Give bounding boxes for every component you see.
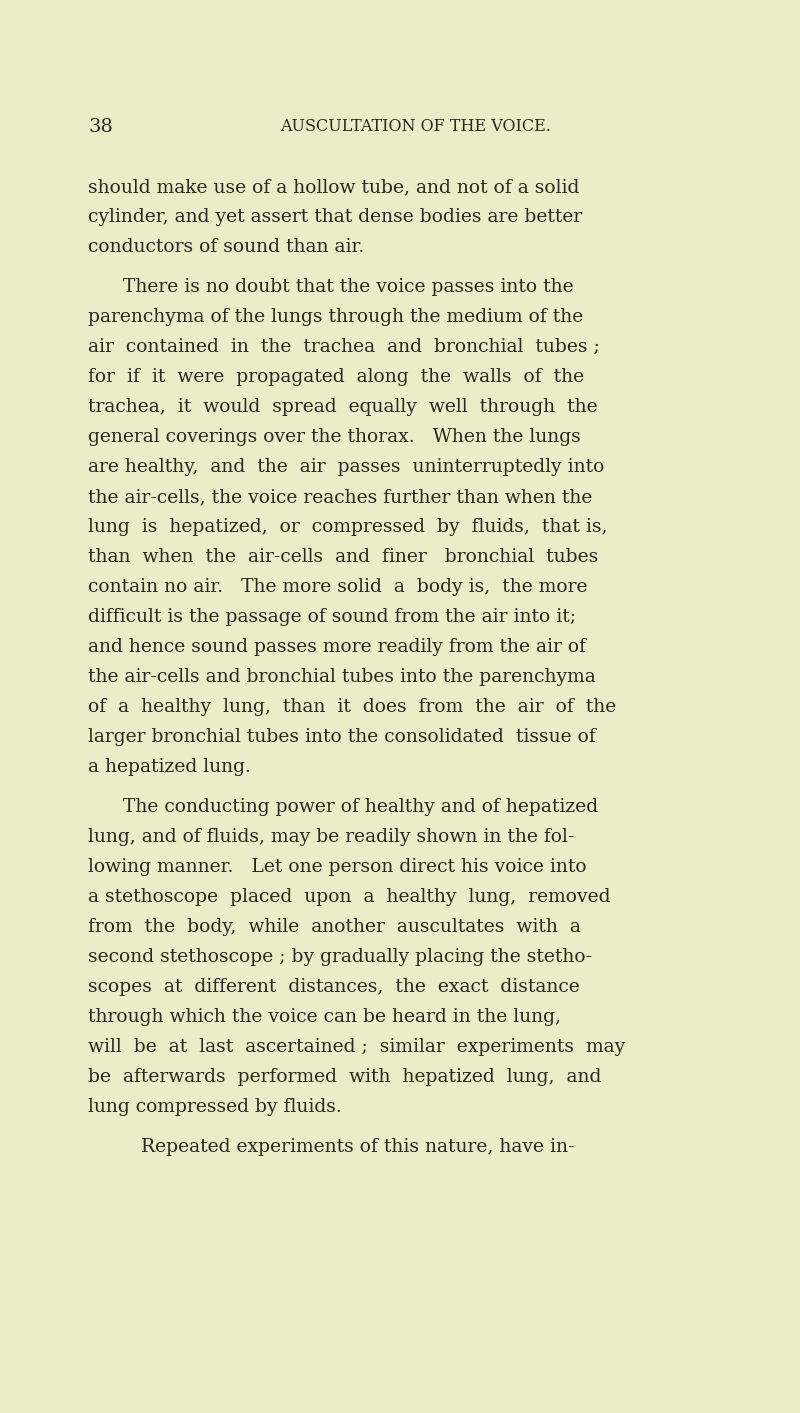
Text: of  a  healthy  lung,  than  it  does  from  the  air  of  the: of a healthy lung, than it does from the… bbox=[88, 698, 616, 716]
Text: second stethoscope ; by gradually placing the stetho-: second stethoscope ; by gradually placin… bbox=[88, 948, 592, 966]
Text: and hence sound passes more readily from the air of: and hence sound passes more readily from… bbox=[88, 639, 586, 656]
Text: lung, and of fluids, may be readily shown in the fol-: lung, and of fluids, may be readily show… bbox=[88, 828, 574, 846]
Text: will  be  at  last  ascertained ;  similar  experiments  may: will be at last ascertained ; similar ex… bbox=[88, 1039, 626, 1056]
Text: difficult is the passage of sound from the air into it;: difficult is the passage of sound from t… bbox=[88, 608, 576, 626]
Text: 38: 38 bbox=[88, 119, 113, 136]
Text: air  contained  in  the  trachea  and  bronchial  tubes ;: air contained in the trachea and bronchi… bbox=[88, 338, 600, 356]
Text: contain no air.   The more solid  a  body is,  the more: contain no air. The more solid a body is… bbox=[88, 578, 587, 596]
Text: AUSCULTATION OF THE VOICE.: AUSCULTATION OF THE VOICE. bbox=[281, 119, 551, 136]
Text: larger bronchial tubes into the consolidated  tissue of: larger bronchial tubes into the consolid… bbox=[88, 728, 596, 746]
Text: a stethoscope  placed  upon  a  healthy  lung,  removed: a stethoscope placed upon a healthy lung… bbox=[88, 887, 610, 906]
Text: through which the voice can be heard in the lung,: through which the voice can be heard in … bbox=[88, 1007, 561, 1026]
Text: trachea,  it  would  spread  equally  well  through  the: trachea, it would spread equally well th… bbox=[88, 398, 598, 415]
Text: lung  is  hepatized,  or  compressed  by  fluids,  that is,: lung is hepatized, or compressed by flui… bbox=[88, 519, 607, 536]
Text: There is no doubt that the voice passes into the: There is no doubt that the voice passes … bbox=[123, 278, 574, 295]
Text: from  the  body,  while  another  auscultates  with  a: from the body, while another auscultates… bbox=[88, 918, 581, 935]
Text: general coverings over the thorax.   When the lungs: general coverings over the thorax. When … bbox=[88, 428, 581, 447]
Text: scopes  at  different  distances,  the  exact  distance: scopes at different distances, the exact… bbox=[88, 978, 580, 996]
Text: conductors of sound than air.: conductors of sound than air. bbox=[88, 237, 364, 256]
Text: the air-cells and bronchial tubes into the parenchyma: the air-cells and bronchial tubes into t… bbox=[88, 668, 596, 685]
Text: should make use of a hollow tube, and not of a solid: should make use of a hollow tube, and no… bbox=[88, 178, 579, 196]
Text: be  afterwards  performed  with  hepatized  lung,  and: be afterwards performed with hepatized l… bbox=[88, 1068, 602, 1087]
Text: lung compressed by fluids.: lung compressed by fluids. bbox=[88, 1098, 342, 1116]
Text: for  if  it  were  propagated  along  the  walls  of  the: for if it were propagated along the wall… bbox=[88, 367, 584, 386]
Text: than  when  the  air-cells  and  finer   bronchial  tubes: than when the air-cells and finer bronch… bbox=[88, 548, 598, 567]
Text: a hepatized lung.: a hepatized lung. bbox=[88, 757, 251, 776]
Text: the air-cells, the voice reaches further than when the: the air-cells, the voice reaches further… bbox=[88, 487, 592, 506]
Text: The conducting power of healthy and of hepatized: The conducting power of healthy and of h… bbox=[123, 798, 598, 815]
Text: lowing manner.   Let one person direct his voice into: lowing manner. Let one person direct his… bbox=[88, 858, 586, 876]
Text: are healthy,  and  the  air  passes  uninterruptedly into: are healthy, and the air passes uninterr… bbox=[88, 458, 604, 476]
Text: cylinder, and yet assert that dense bodies are better: cylinder, and yet assert that dense bodi… bbox=[88, 208, 582, 226]
Text: Repeated experiments of this nature, have in-: Repeated experiments of this nature, hav… bbox=[123, 1137, 574, 1156]
Text: parenchyma of the lungs through the medium of the: parenchyma of the lungs through the medi… bbox=[88, 308, 583, 326]
